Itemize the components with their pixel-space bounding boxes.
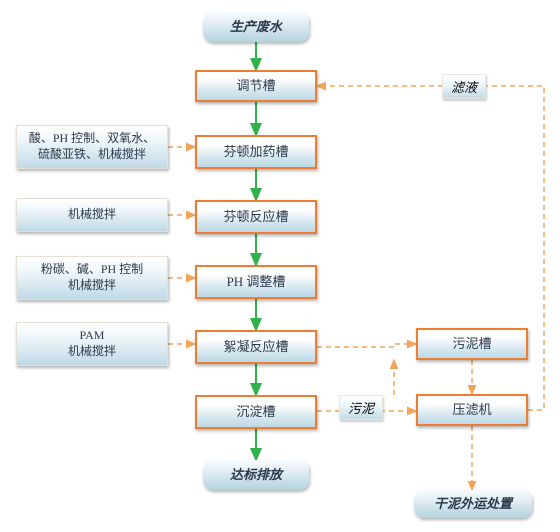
node-p1: 调节槽 xyxy=(195,70,317,102)
edge-16 xyxy=(317,86,544,410)
node-in2: 酸、PH 控制、双氧水、 硫酸亚铁、机械搅拌 xyxy=(16,125,168,169)
edge-11 xyxy=(317,344,416,347)
node-start: 生产废水 xyxy=(203,12,309,42)
node-in4: 粉碳、碱、PH 控制 机械搅拌 xyxy=(16,256,168,300)
edge-label-filtrate: 滤液 xyxy=(442,74,486,99)
node-sludge: 污泥槽 xyxy=(416,328,528,360)
node-press: 压滤机 xyxy=(416,394,528,426)
node-out: 干泥外运处置 xyxy=(414,490,532,518)
node-p6: 沉淀槽 xyxy=(195,395,317,429)
node-p3: 芬顿反应槽 xyxy=(195,200,317,234)
node-in5: PAM 机械搅拌 xyxy=(16,322,168,366)
node-p2: 芬顿加药槽 xyxy=(195,135,317,169)
node-p4: PH 调整槽 xyxy=(195,265,317,299)
node-end: 达标排放 xyxy=(203,460,309,490)
node-in3: 机械搅拌 xyxy=(16,198,168,232)
node-p5: 絮凝反应槽 xyxy=(195,330,317,364)
edge-label-sludge_lbl: 污泥 xyxy=(339,395,383,420)
